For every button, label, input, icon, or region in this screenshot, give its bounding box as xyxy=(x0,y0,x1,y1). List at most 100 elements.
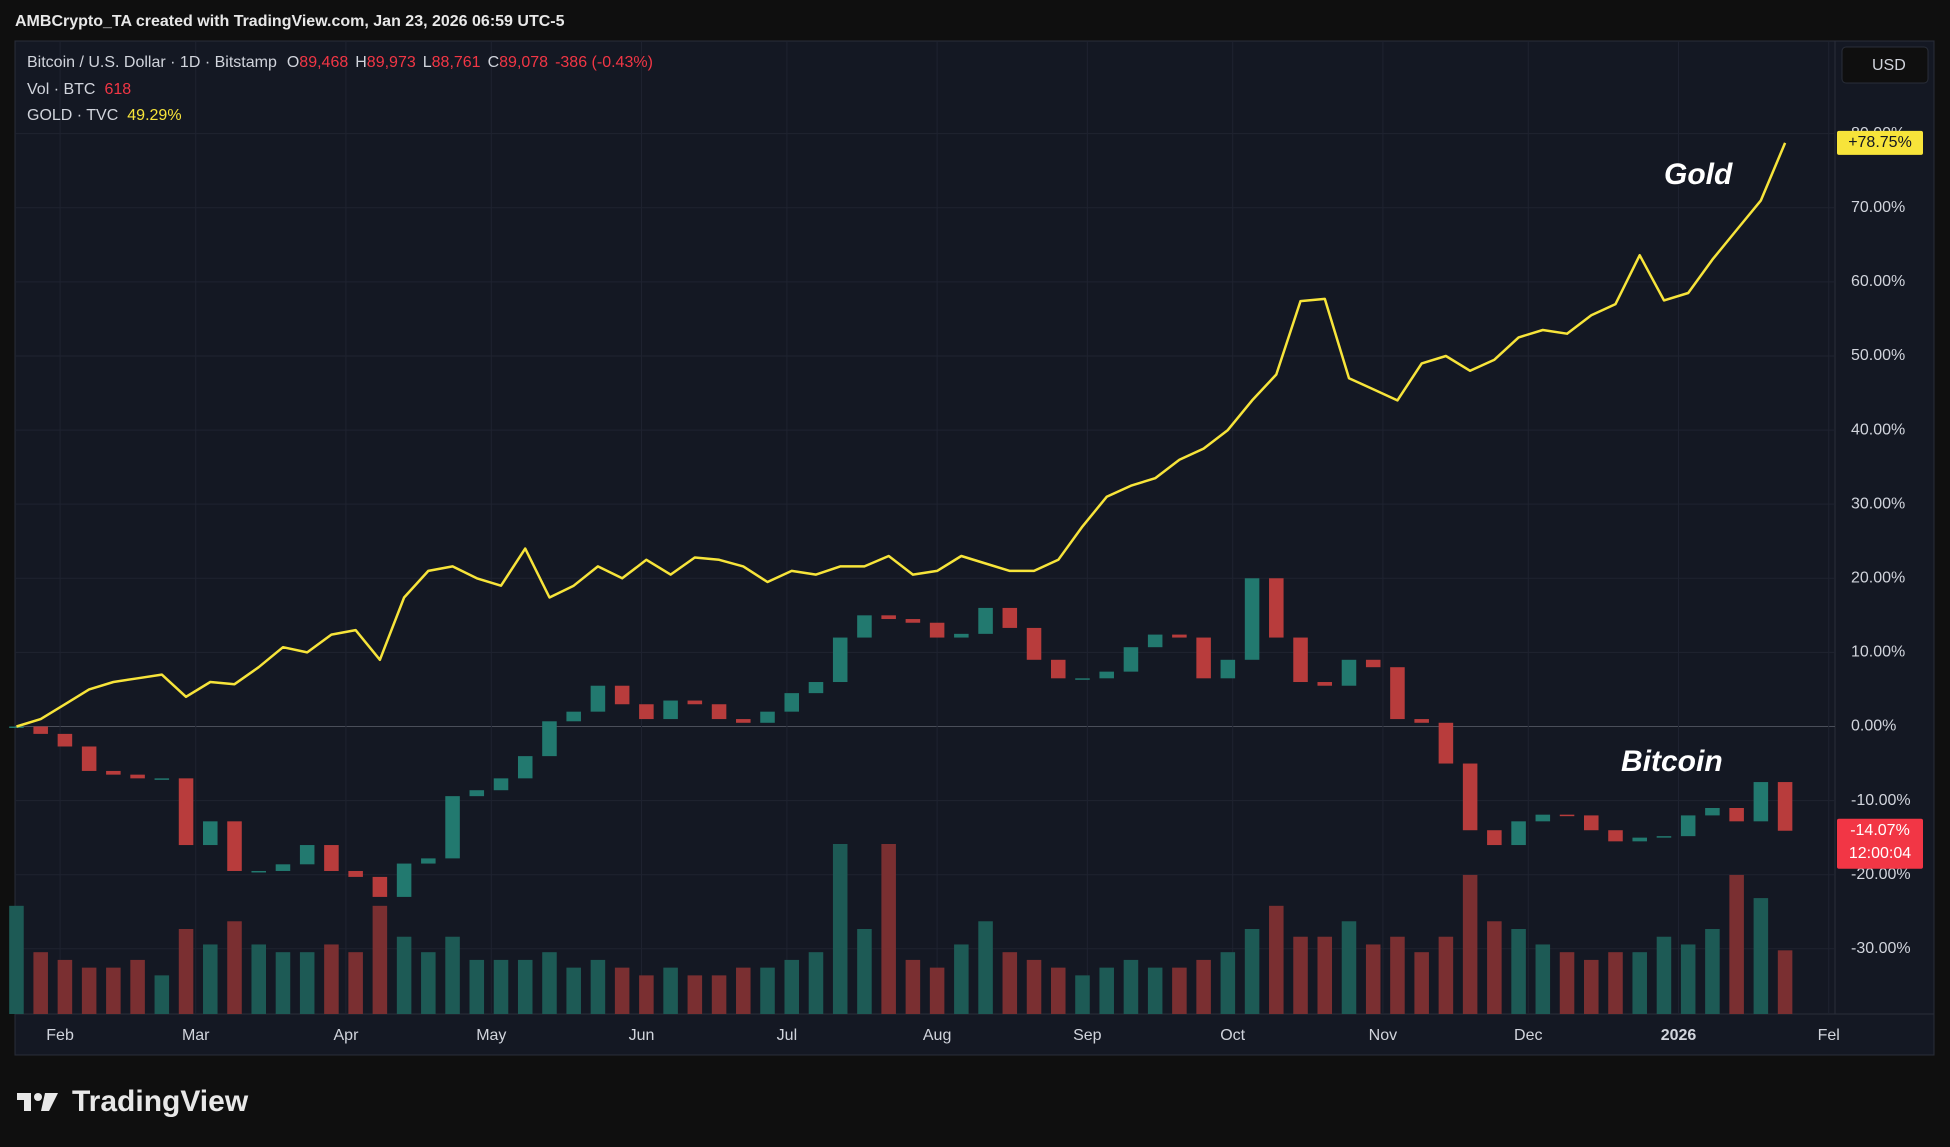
candle xyxy=(1026,627,1042,660)
volume-bar xyxy=(178,929,194,1014)
candle xyxy=(324,845,339,871)
volume-bar xyxy=(1196,959,1211,1014)
currency-button[interactable] xyxy=(1841,46,1929,84)
candle xyxy=(1414,719,1429,723)
volume-bar xyxy=(1002,952,1018,1014)
x-tick-label: May xyxy=(476,1027,506,1044)
volume-bar xyxy=(1147,967,1163,1014)
volume-legend: Vol · BTC xyxy=(27,81,95,98)
candle xyxy=(542,721,557,757)
volume-bar xyxy=(929,967,945,1014)
candle xyxy=(954,633,969,638)
candle xyxy=(1317,682,1333,686)
candle xyxy=(1099,671,1114,679)
volume-bar xyxy=(1293,936,1308,1014)
gold-legend: GOLD · TVC xyxy=(27,107,118,124)
volume-bar xyxy=(1656,936,1672,1014)
x-tick-label: Sep xyxy=(1073,1027,1102,1044)
volume-bar xyxy=(784,959,800,1014)
ohlc-key: H xyxy=(355,54,367,71)
candle xyxy=(566,711,581,722)
candle xyxy=(275,864,291,871)
x-tick-label: Oct xyxy=(1220,1027,1245,1044)
volume-bar xyxy=(154,975,170,1014)
volume-bar xyxy=(1462,874,1478,1014)
price-badge xyxy=(1837,818,1923,869)
candle xyxy=(1172,634,1187,638)
volume-bar xyxy=(396,936,412,1014)
volume-bar xyxy=(251,944,267,1014)
candle xyxy=(1341,659,1357,686)
plot xyxy=(9,41,1835,1014)
candle xyxy=(1753,782,1769,822)
volume-bar xyxy=(1559,952,1575,1014)
countdown: 12:00:04 xyxy=(1849,845,1911,862)
candle xyxy=(154,778,170,780)
volume-bar xyxy=(1632,952,1647,1014)
currency-label[interactable]: USD xyxy=(1872,57,1906,74)
volume-bar xyxy=(9,905,24,1014)
logo: TradingView xyxy=(17,1085,249,1118)
volume-bar xyxy=(299,952,315,1014)
volume-bar xyxy=(760,967,775,1014)
y-tick-label: 60.00% xyxy=(1851,273,1905,290)
x-tick-label: Feb xyxy=(46,1027,74,1044)
volume-bar xyxy=(275,952,291,1014)
x-tick-label: Mar xyxy=(182,1027,210,1044)
y-tick-label: 10.00% xyxy=(1851,644,1905,661)
volume-bar xyxy=(542,952,557,1014)
y-tick-label: -30.00% xyxy=(1851,940,1911,957)
volume-bar xyxy=(1050,967,1066,1014)
candle xyxy=(1002,607,1018,628)
candle xyxy=(1511,821,1526,846)
candle xyxy=(9,726,24,728)
volume-bar xyxy=(1269,905,1284,1014)
volume-bar xyxy=(881,844,896,1014)
y-tick-label: 40.00% xyxy=(1851,421,1905,438)
candle xyxy=(421,858,436,864)
candle xyxy=(857,615,872,638)
volume-bar xyxy=(566,967,581,1014)
volume-bar xyxy=(1075,975,1090,1014)
x-tick-label: Apr xyxy=(334,1027,360,1044)
volume-bar xyxy=(324,944,339,1014)
ohlc-value: 89,468 xyxy=(299,54,348,71)
volume-bar xyxy=(1220,952,1236,1014)
candle xyxy=(33,726,48,734)
gold-annotation: Gold xyxy=(1664,158,1733,191)
ohlc-key: L xyxy=(423,54,432,71)
candle xyxy=(1559,814,1575,817)
y-tick-label: -20.00% xyxy=(1851,866,1911,883)
volume-bar xyxy=(1777,950,1793,1014)
candle xyxy=(1632,837,1647,842)
candle xyxy=(57,733,73,747)
volume-bar xyxy=(590,959,606,1014)
candle xyxy=(1438,722,1454,764)
volume-bar xyxy=(57,959,73,1014)
candle xyxy=(1050,659,1066,679)
bitcoin-annotation: Bitcoin xyxy=(1621,745,1723,778)
candle xyxy=(1680,815,1696,837)
volume-bar xyxy=(1487,921,1502,1014)
volume-bar xyxy=(1026,959,1042,1014)
candle xyxy=(760,711,775,723)
legend: Bitcoin / U.S. Dollar · 1D · Bitstamp Vo… xyxy=(27,54,277,124)
volume-bar xyxy=(1511,929,1526,1014)
volume-bar xyxy=(203,944,218,1014)
volume-legend-value: 618 xyxy=(104,81,131,98)
volume-bar xyxy=(1705,929,1720,1014)
volume-bar xyxy=(614,967,630,1014)
ohlc-value: 89,078 xyxy=(499,54,548,71)
candle xyxy=(832,637,848,683)
candle xyxy=(106,770,121,775)
volume-bar xyxy=(227,921,242,1014)
volume-bar xyxy=(663,967,678,1014)
volume-bar xyxy=(1535,944,1551,1014)
candle xyxy=(1390,667,1405,720)
volume-bar xyxy=(1123,959,1139,1014)
volume-bar xyxy=(1390,936,1405,1014)
candle xyxy=(590,685,606,712)
